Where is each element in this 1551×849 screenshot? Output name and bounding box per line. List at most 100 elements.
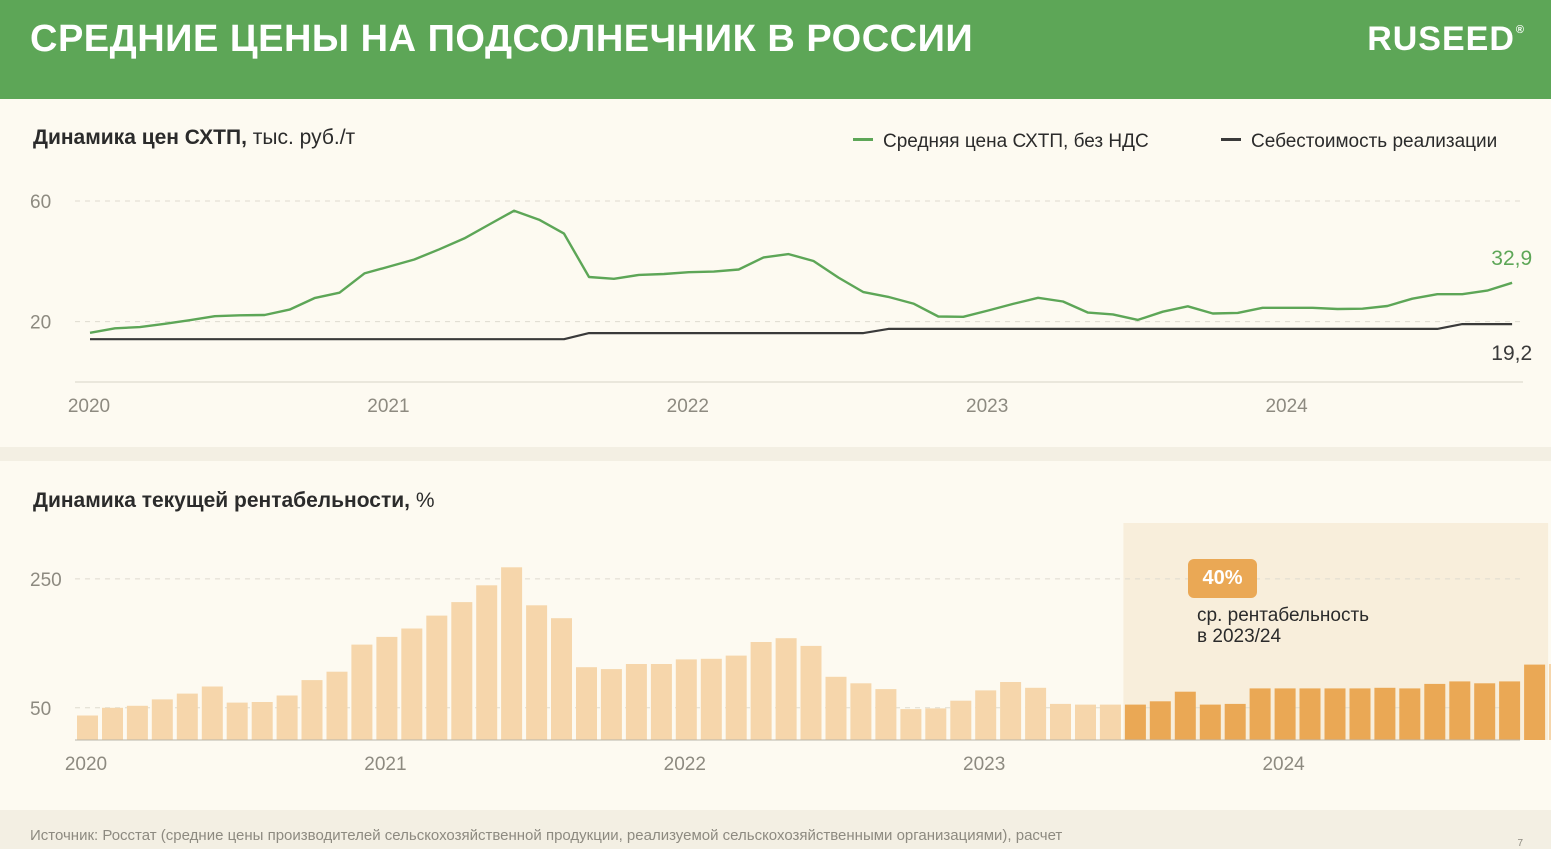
profit-bar xyxy=(1000,682,1022,740)
legend-item-cost: Себестоимость реализации xyxy=(1221,131,1497,153)
source-note: Источник: Росстат (средние цены производ… xyxy=(30,827,1063,844)
price-series-line xyxy=(89,209,1513,334)
price-x-tick-label: 2020 xyxy=(68,396,110,417)
profit-bar xyxy=(526,605,548,740)
profit-bar xyxy=(800,645,822,740)
profit-bar xyxy=(426,615,448,740)
profit-bar xyxy=(251,702,273,740)
profit-bar xyxy=(1075,704,1096,740)
price-y-tick-label: 20 xyxy=(30,313,51,334)
profit-bar-highlight xyxy=(1474,683,1496,740)
profit-bar xyxy=(1549,664,1551,740)
legend-label-cost: Себестоимость реализации xyxy=(1251,131,1498,152)
price-last-value-label: 32,9 xyxy=(1491,247,1532,270)
profit-bar xyxy=(950,700,972,740)
avg-profitability-caption-line1: ср. рентабельность xyxy=(1197,605,1370,626)
ruseed-logo: RUSEED® xyxy=(1367,20,1525,59)
profit-x-tick-label: 2024 xyxy=(1262,754,1305,775)
profit-bar-highlight xyxy=(1149,701,1171,740)
profit-bar xyxy=(875,689,897,740)
profit-bar-highlight xyxy=(1249,688,1271,740)
profit-bar-highlight xyxy=(1399,688,1421,740)
profit-bar xyxy=(551,618,572,740)
profit-y-tick-label: 250 xyxy=(30,570,62,591)
profitability-chart-title: Динамика текущей рентабельности, % xyxy=(33,489,435,513)
profit-y-tick-label: 50 xyxy=(30,699,51,720)
profit-bar xyxy=(750,642,772,740)
profit-bar xyxy=(975,690,997,740)
profit-bar xyxy=(301,680,323,740)
cost-last-value-label: 19,2 xyxy=(1491,342,1532,365)
profit-bar xyxy=(650,664,672,740)
legend-swatch-cost xyxy=(1221,138,1241,142)
profit-x-tick-label: 2023 xyxy=(963,754,1005,775)
profit-bar-highlight xyxy=(1499,681,1521,740)
price-chart-title: Динамика цен СХТП, тыс. руб./т xyxy=(33,126,355,150)
profit-bar xyxy=(201,686,223,740)
profitability-chart-title-unit: % xyxy=(410,489,435,512)
profit-bar-highlight xyxy=(1274,688,1296,740)
profit-bar xyxy=(226,702,248,740)
legend-label-price: Средняя цена СХТП, без НДС xyxy=(883,131,1149,152)
profit-bar xyxy=(925,708,947,740)
profit-x-tick-label: 2020 xyxy=(65,754,107,775)
profit-bar xyxy=(102,707,123,740)
profit-bar xyxy=(850,683,872,740)
page-title: СРЕДНИЕ ЦЕНЫ НА ПОДСОЛНЕЧНИК В РОССИИ xyxy=(30,18,974,60)
profit-bar xyxy=(1025,687,1047,740)
profit-bar xyxy=(376,636,398,740)
legend-item-price: Средняя цена СХТП, без НДС xyxy=(853,131,1149,153)
legend-swatch-price xyxy=(853,138,873,142)
profit-bar xyxy=(675,659,697,740)
avg-profitability-caption: ср. рентабельность в 2023/24 xyxy=(1197,605,1437,647)
price-x-tick-label: 2024 xyxy=(1265,396,1308,417)
profit-bar xyxy=(151,699,173,740)
profit-bar xyxy=(501,567,523,740)
profit-bar-highlight xyxy=(1124,704,1146,740)
profit-bar xyxy=(600,669,622,740)
profit-bar xyxy=(126,705,148,740)
price-x-tick-label: 2023 xyxy=(966,396,1008,417)
profit-bar-highlight xyxy=(1199,704,1221,740)
page-number: 7 xyxy=(1517,838,1523,849)
profit-bar xyxy=(900,709,922,740)
profit-bar-highlight xyxy=(1324,688,1346,740)
profit-bar xyxy=(1050,703,1071,740)
price-x-tick-label: 2021 xyxy=(367,396,409,417)
profit-bar-highlight xyxy=(1174,691,1196,740)
header-bar: СРЕДНИЕ ЦЕНЫ НА ПОДСОЛНЕЧНИК В РОССИИ RU… xyxy=(0,0,1551,99)
profit-bar xyxy=(77,715,98,740)
profit-bar-highlight xyxy=(1524,664,1546,740)
profit-bar xyxy=(351,644,373,740)
profit-bar xyxy=(825,676,847,740)
profit-bar-highlight xyxy=(1424,683,1446,740)
profit-x-tick-label: 2021 xyxy=(364,754,406,775)
profit-bar-highlight xyxy=(1299,688,1321,740)
price-chart-title-unit: тыс. руб./т xyxy=(246,126,356,149)
profit-bar-highlight xyxy=(1374,687,1396,740)
price-y-tick-label: 60 xyxy=(30,192,51,213)
profit-bar xyxy=(576,667,597,740)
profit-bar xyxy=(625,664,647,740)
cost-series-line xyxy=(90,323,1513,341)
profit-bar xyxy=(775,638,797,740)
profit-bar xyxy=(401,628,423,740)
profit-bar xyxy=(276,695,298,740)
profit-bar-highlight xyxy=(1349,688,1371,740)
profit-bar xyxy=(176,693,198,740)
profit-bar-highlight xyxy=(1449,681,1471,740)
avg-profitability-caption-line2: в 2023/24 xyxy=(1197,626,1282,647)
price-chart-title-main: Динамика цен СХТП, xyxy=(33,126,247,149)
profit-bar xyxy=(725,655,747,740)
profit-bar-highlight xyxy=(1224,703,1246,740)
profit-bar xyxy=(476,585,498,740)
avg-profitability-badge: 40% xyxy=(1188,559,1257,598)
profit-bar xyxy=(1099,704,1121,740)
price-x-tick-label: 2022 xyxy=(667,396,709,417)
profit-bar xyxy=(700,658,722,740)
profit-bar xyxy=(451,602,473,740)
registered-mark: ® xyxy=(1515,24,1525,36)
logo-text: RUSEED xyxy=(1367,20,1515,58)
price-chart-panel xyxy=(0,99,1551,447)
